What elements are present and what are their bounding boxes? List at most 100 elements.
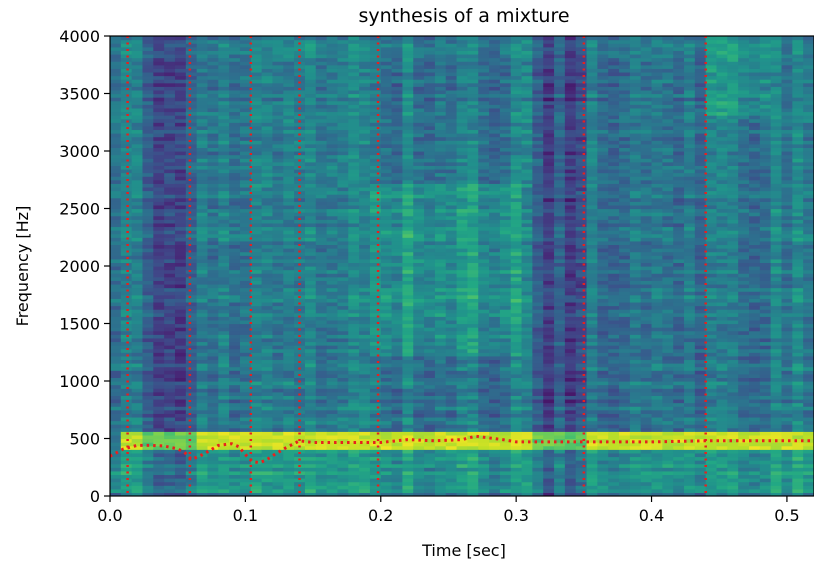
heatmap-cell bbox=[218, 341, 230, 346]
heatmap-cell bbox=[207, 71, 219, 77]
heatmap-cell bbox=[402, 424, 414, 429]
heatmap-cell bbox=[153, 294, 165, 299]
heatmap-cell bbox=[153, 467, 165, 472]
heatmap-cell bbox=[164, 161, 176, 166]
heatmap-cell bbox=[337, 431, 349, 436]
heatmap-cell bbox=[434, 204, 447, 210]
heatmap-cell bbox=[250, 93, 263, 98]
heatmap-cell bbox=[250, 219, 263, 224]
heatmap-cell bbox=[489, 194, 501, 199]
heatmap-cell bbox=[110, 154, 122, 159]
heatmap-cell bbox=[239, 456, 252, 461]
heatmap-cell bbox=[424, 154, 436, 159]
heatmap-cell bbox=[489, 57, 501, 62]
heatmap-cell bbox=[164, 136, 176, 141]
heatmap-cell bbox=[164, 71, 176, 77]
heatmap-cell bbox=[499, 204, 512, 210]
heatmap-cell bbox=[434, 248, 447, 253]
heatmap-cell bbox=[489, 179, 501, 184]
heatmap-cell bbox=[239, 445, 252, 450]
heatmap-cell bbox=[196, 107, 209, 113]
heatmap-cell bbox=[174, 330, 187, 335]
heatmap-cell bbox=[424, 373, 436, 378]
heatmap-cell bbox=[272, 50, 284, 55]
heatmap-cell bbox=[402, 118, 414, 123]
heatmap-cell bbox=[174, 244, 187, 249]
heatmap-cell bbox=[456, 316, 469, 321]
heatmap-cell bbox=[337, 179, 349, 184]
heatmap-cell bbox=[326, 434, 339, 440]
heatmap-cell bbox=[413, 75, 425, 80]
heatmap-cell bbox=[434, 79, 447, 84]
heatmap-cell bbox=[120, 208, 133, 213]
heatmap-cell bbox=[478, 280, 490, 285]
heatmap-cell bbox=[131, 377, 144, 382]
heatmap-cell bbox=[510, 194, 523, 199]
heatmap-cell bbox=[326, 89, 339, 95]
heatmap-cell bbox=[185, 212, 198, 217]
heatmap-cell bbox=[196, 485, 209, 490]
heatmap-cell bbox=[131, 474, 144, 479]
heatmap-cell bbox=[445, 50, 458, 55]
heatmap-cell bbox=[521, 233, 533, 238]
heatmap-cell bbox=[174, 427, 187, 432]
heatmap-cell bbox=[359, 287, 371, 292]
heatmap-cell bbox=[510, 388, 523, 393]
heatmap-cell bbox=[380, 46, 393, 51]
heatmap-cell bbox=[456, 53, 469, 59]
heatmap-cell bbox=[434, 255, 447, 260]
heatmap-cell bbox=[413, 427, 425, 432]
heatmap-cell bbox=[250, 452, 263, 458]
heatmap-cell bbox=[294, 330, 306, 335]
heatmap-cell bbox=[380, 291, 393, 296]
heatmap-cell bbox=[218, 50, 230, 55]
heatmap-cell bbox=[402, 233, 414, 238]
heatmap-cell bbox=[142, 258, 154, 263]
heatmap-cell bbox=[174, 319, 187, 325]
heatmap-cell bbox=[326, 398, 339, 404]
heatmap-cell bbox=[261, 222, 274, 228]
heatmap-cell bbox=[164, 456, 176, 461]
heatmap-cell bbox=[174, 406, 187, 411]
heatmap-cell bbox=[229, 201, 241, 206]
heatmap-cell bbox=[207, 298, 219, 303]
heatmap-cell bbox=[369, 276, 382, 281]
heatmap-cell bbox=[185, 309, 198, 314]
heatmap-cell bbox=[196, 97, 209, 102]
heatmap-cell bbox=[434, 190, 447, 195]
heatmap-cell bbox=[142, 140, 154, 145]
heatmap-cell bbox=[207, 89, 219, 95]
heatmap-cell bbox=[499, 373, 512, 378]
heatmap-cell bbox=[272, 445, 284, 450]
heatmap-cell bbox=[424, 420, 436, 425]
heatmap-cell bbox=[207, 39, 219, 44]
heatmap-cell bbox=[272, 337, 284, 343]
heatmap-cell bbox=[153, 204, 165, 210]
heatmap-cell bbox=[239, 276, 252, 281]
heatmap-cell bbox=[229, 409, 241, 414]
heatmap-cell bbox=[369, 75, 382, 80]
heatmap-cell bbox=[510, 97, 523, 102]
heatmap-cell bbox=[521, 363, 533, 368]
heatmap-cell bbox=[229, 309, 241, 314]
heatmap-cell bbox=[120, 82, 133, 87]
heatmap-cell bbox=[434, 215, 447, 220]
heatmap-cell bbox=[510, 416, 523, 422]
heatmap-cell bbox=[250, 140, 263, 145]
heatmap-cell bbox=[272, 266, 284, 271]
heatmap-cell bbox=[326, 107, 339, 113]
heatmap-cell bbox=[196, 53, 209, 59]
heatmap-cell bbox=[391, 165, 404, 170]
heatmap-cell bbox=[304, 125, 317, 131]
heatmap-cell bbox=[521, 262, 533, 267]
heatmap-cell bbox=[337, 283, 349, 289]
heatmap-cell bbox=[304, 129, 317, 134]
heatmap-cell bbox=[369, 370, 382, 375]
heatmap-cell bbox=[315, 129, 328, 134]
heatmap-cell bbox=[359, 230, 371, 235]
heatmap-cell bbox=[261, 57, 274, 62]
heatmap-cell bbox=[467, 147, 479, 152]
heatmap-cell bbox=[424, 190, 436, 195]
heatmap-cell bbox=[391, 215, 404, 220]
heatmap-cell bbox=[164, 165, 176, 170]
